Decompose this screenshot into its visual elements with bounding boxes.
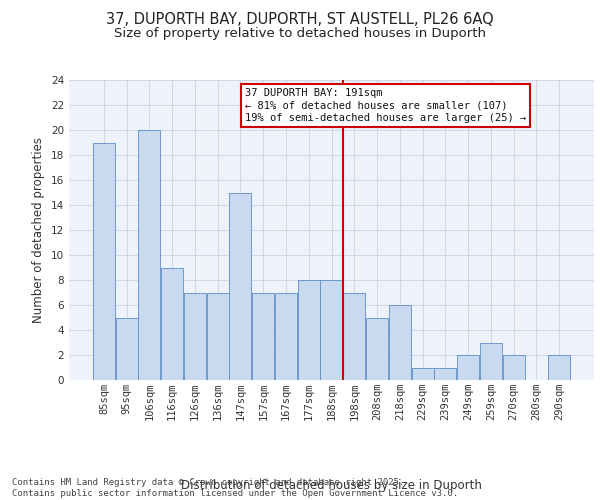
Bar — [184, 292, 206, 380]
Bar — [139, 130, 160, 380]
Bar — [320, 280, 343, 380]
Bar — [366, 318, 388, 380]
Bar — [343, 292, 365, 380]
Bar — [389, 305, 411, 380]
Bar — [116, 318, 138, 380]
Bar — [161, 268, 183, 380]
Text: 37 DUPORTH BAY: 191sqm
← 81% of detached houses are smaller (107)
19% of semi-de: 37 DUPORTH BAY: 191sqm ← 81% of detached… — [245, 88, 526, 123]
Bar — [298, 280, 320, 380]
Text: Size of property relative to detached houses in Duporth: Size of property relative to detached ho… — [114, 28, 486, 40]
Bar — [206, 292, 229, 380]
Bar — [548, 355, 570, 380]
Bar — [229, 192, 251, 380]
Bar — [93, 142, 115, 380]
Y-axis label: Number of detached properties: Number of detached properties — [32, 137, 46, 323]
Bar — [275, 292, 297, 380]
Bar — [503, 355, 524, 380]
Bar — [252, 292, 274, 380]
Bar — [412, 368, 434, 380]
Text: Contains HM Land Registry data © Crown copyright and database right 2025.
Contai: Contains HM Land Registry data © Crown c… — [12, 478, 458, 498]
Bar — [434, 368, 457, 380]
Bar — [457, 355, 479, 380]
X-axis label: Distribution of detached houses by size in Duporth: Distribution of detached houses by size … — [181, 478, 482, 492]
Bar — [480, 342, 502, 380]
Text: 37, DUPORTH BAY, DUPORTH, ST AUSTELL, PL26 6AQ: 37, DUPORTH BAY, DUPORTH, ST AUSTELL, PL… — [106, 12, 494, 28]
